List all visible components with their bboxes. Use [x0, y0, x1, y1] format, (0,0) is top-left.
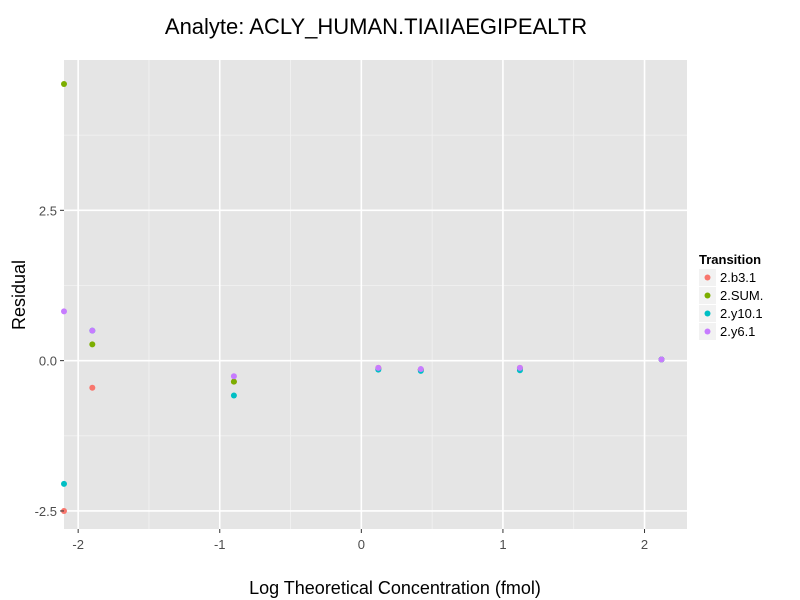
data-point — [89, 327, 96, 334]
data-points — [61, 81, 665, 514]
legend-label: 2.y6.1 — [720, 324, 755, 339]
legend-item: 2.b3.1 — [699, 269, 756, 286]
legend-key-dot — [704, 274, 711, 281]
grid-lines — [64, 60, 687, 529]
legend-label: 2.b3.1 — [720, 270, 756, 285]
y-tick-label: -2.5 — [35, 504, 57, 519]
x-tick-label: 1 — [499, 537, 506, 552]
data-point — [89, 341, 96, 348]
x-tick-label: 0 — [358, 537, 365, 552]
y-tick-label: 0.0 — [39, 354, 57, 369]
y-axis-title: Residual — [9, 260, 29, 330]
data-point — [61, 308, 67, 315]
legend-key-dot — [704, 292, 711, 299]
series-2.y6.1 — [61, 308, 665, 380]
y-tick-label: 2.5 — [39, 203, 57, 218]
legend-item: 2.y6.1 — [699, 323, 755, 340]
data-point — [230, 373, 237, 380]
legend-key-dot — [704, 328, 711, 335]
data-point — [61, 480, 67, 487]
chart-title: Analyte: ACLY_HUMAN.TIAIIAEGIPEALTR — [165, 14, 587, 39]
data-point — [658, 356, 665, 363]
x-axis: -2 -1 0 1 2 — [72, 529, 648, 552]
data-point — [516, 364, 523, 371]
legend-item: 2.SUM. — [699, 287, 763, 304]
legend: Transition 2.b3.1 2.SUM. 2.y10.1 2.y6.1 — [699, 252, 763, 340]
legend-label: 2.y10.1 — [720, 306, 763, 321]
legend-title: Transition — [699, 252, 761, 267]
y-axis: -2.5 0.0 2.5 — [35, 203, 64, 519]
legend-items: 2.b3.1 2.SUM. 2.y10.1 2.y6.1 — [699, 269, 763, 340]
legend-key-dot — [704, 310, 711, 317]
data-point — [89, 384, 96, 391]
legend-label: 2.SUM. — [720, 288, 763, 303]
data-point — [61, 81, 67, 88]
plot-panel — [64, 60, 687, 529]
data-point — [417, 366, 424, 373]
x-tick-label: -1 — [214, 537, 226, 552]
legend-item: 2.y10.1 — [699, 305, 763, 322]
x-tick-label: -2 — [72, 537, 84, 552]
data-point — [230, 378, 237, 385]
data-point — [230, 392, 237, 399]
x-axis-title: Log Theoretical Concentration (fmol) — [249, 578, 541, 598]
x-tick-label: 2 — [641, 537, 648, 552]
data-point — [375, 364, 382, 371]
